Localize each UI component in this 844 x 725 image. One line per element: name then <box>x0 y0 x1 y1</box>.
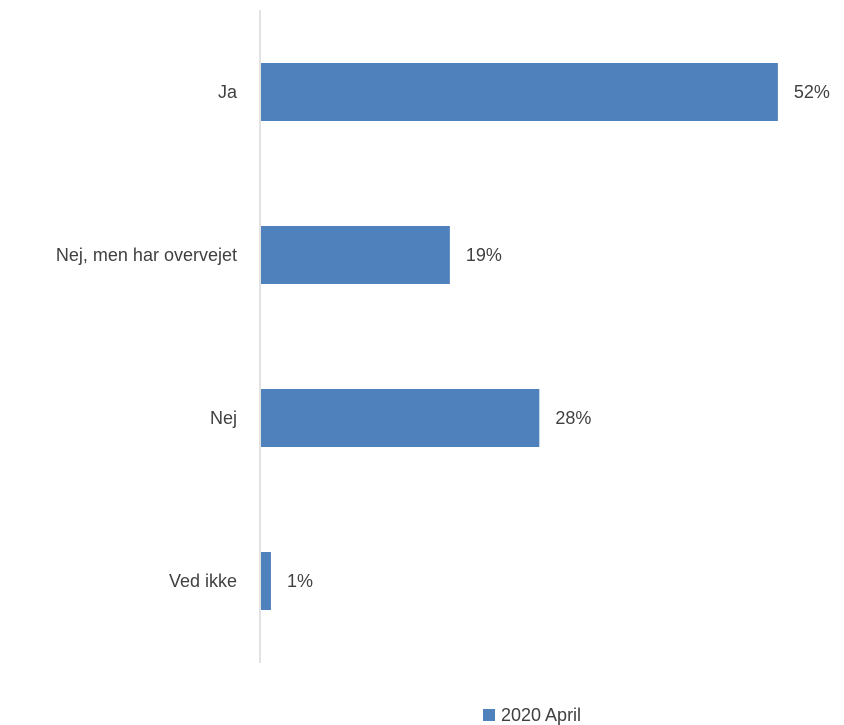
bar <box>261 63 778 121</box>
category-label: Ja <box>218 82 238 102</box>
plot-area: Ja 52% Nej, men har overvejet 19% Nej 28% Ved … <box>56 63 830 610</box>
legend-swatch <box>483 709 495 721</box>
bar <box>261 389 540 447</box>
data-label: 19% <box>466 245 502 265</box>
bar <box>261 226 450 284</box>
category-label: Nej <box>210 408 237 428</box>
legend: 2020 April <box>483 705 581 725</box>
bar <box>261 552 271 610</box>
data-label: 1% <box>287 571 313 591</box>
category-label: Ved ikke <box>169 571 237 591</box>
data-label: 52% <box>794 82 830 102</box>
legend-label: 2020 April <box>501 705 581 725</box>
data-label: 28% <box>555 408 591 428</box>
category-label: Nej, men har overvejet <box>56 245 237 265</box>
